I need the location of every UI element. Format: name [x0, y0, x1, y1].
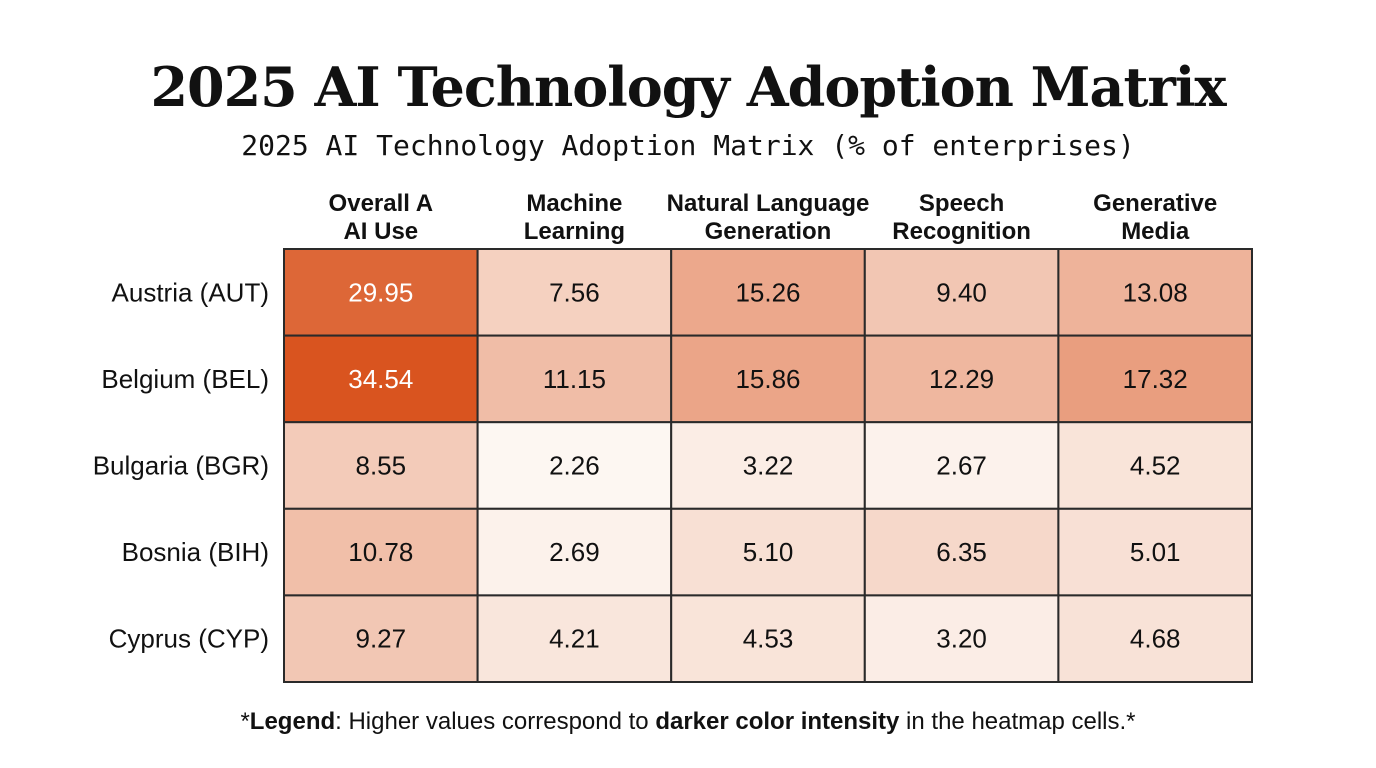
- column-label: Recognition: [892, 218, 1031, 245]
- cell-value: 3.20: [936, 624, 987, 654]
- cell-value: 2.69: [549, 537, 600, 567]
- heatmap-cell: [1057, 507, 1254, 597]
- column-label: AI Use: [343, 218, 418, 245]
- heatmap-cell: [670, 594, 866, 684]
- column-label: Natural Language: [667, 190, 870, 217]
- row-label: Bosnia (BIH): [122, 537, 269, 567]
- heatmap-cell: [476, 334, 673, 424]
- cell-value: 34.54: [348, 364, 413, 394]
- legend-prefix: *: [240, 708, 250, 735]
- cell-value: 11.15: [543, 364, 606, 394]
- cell-values: 29.95 7.56 15.26 9.40 13.08 34.54 11.15 15.86 12…: [348, 277, 1187, 653]
- heatmap-cell: [863, 594, 1060, 684]
- heatmap-cell: [863, 248, 1060, 337]
- heatmap-cell: [283, 421, 479, 510]
- heatmap-cell: [476, 507, 673, 597]
- column-label: Generative: [1093, 190, 1217, 217]
- legend-emphasis: darker color intensity: [655, 708, 900, 735]
- cell-value: 4.52: [1130, 451, 1181, 481]
- heatmap-cell: [1057, 334, 1254, 424]
- heatmap-cell: [283, 594, 479, 684]
- heatmap-cell: [670, 507, 866, 597]
- row-labels: Austria (AUT) Belgium (BEL) Bulgaria (BGR)…: [93, 277, 269, 653]
- cell-value: 17.32: [1123, 364, 1188, 394]
- cell-value: 2.26: [549, 451, 600, 481]
- column-label: Learning: [524, 218, 625, 245]
- heatmap-cell: [476, 421, 673, 510]
- legend-label: Legend: [249, 708, 336, 735]
- cell-value: 4.68: [1130, 624, 1181, 654]
- column-label: Overall A: [329, 190, 434, 217]
- column-label: Machine: [526, 190, 622, 217]
- column-label: Speech: [919, 190, 1004, 217]
- legend-note: *Legend: Higher values correspond to dar…: [0, 705, 1376, 739]
- heatmap-cell: [863, 421, 1060, 510]
- cell-value: 12.29: [929, 364, 994, 394]
- cell-value: 4.21: [549, 624, 600, 654]
- chart-title: 2025 AI Technology Adoption Matrix: [150, 55, 1226, 119]
- cell-value: 15.26: [735, 277, 800, 307]
- heatmap-cell: [1057, 248, 1254, 337]
- row-label: Austria (AUT): [112, 277, 269, 307]
- cell-value: 7.56: [549, 277, 600, 307]
- cell-value: 5.10: [743, 537, 794, 567]
- cell-value: 29.95: [348, 277, 413, 307]
- legend-text-1: : Higher values correspond to: [335, 708, 656, 735]
- cell-value: 9.40: [936, 277, 987, 307]
- chart-subtitle: 2025 AI Technology Adoption Matrix (% of…: [241, 129, 1135, 162]
- cell-value: 2.67: [936, 451, 987, 481]
- heatmap-cell: [283, 334, 479, 424]
- heatmap-cell: [1057, 421, 1254, 510]
- cell-value: 4.53: [743, 624, 794, 654]
- heatmap-cell: [670, 334, 866, 424]
- row-label: Belgium (BEL): [101, 364, 269, 394]
- column-label: Generation: [705, 218, 832, 245]
- cell-value: 13.08: [1123, 277, 1188, 307]
- column-label: Media: [1121, 218, 1190, 245]
- heatmap-cells: [283, 248, 1254, 684]
- legend-text-2: in the heatmap cells.*: [899, 708, 1136, 735]
- cell-value: 15.86: [735, 364, 800, 394]
- cell-value: 3.22: [743, 451, 794, 481]
- heatmap-cell: [670, 421, 866, 510]
- cell-value: 9.27: [355, 624, 406, 654]
- cell-value: 6.35: [936, 537, 987, 567]
- cell-value: 5.01: [1130, 537, 1181, 567]
- row-label: Bulgaria (BGR): [93, 451, 269, 481]
- cell-value: 8.55: [355, 451, 406, 481]
- cell-value: 10.78: [348, 537, 413, 567]
- heatmap-cell: [1057, 594, 1254, 684]
- row-label: Cyprus (CYP): [109, 624, 269, 654]
